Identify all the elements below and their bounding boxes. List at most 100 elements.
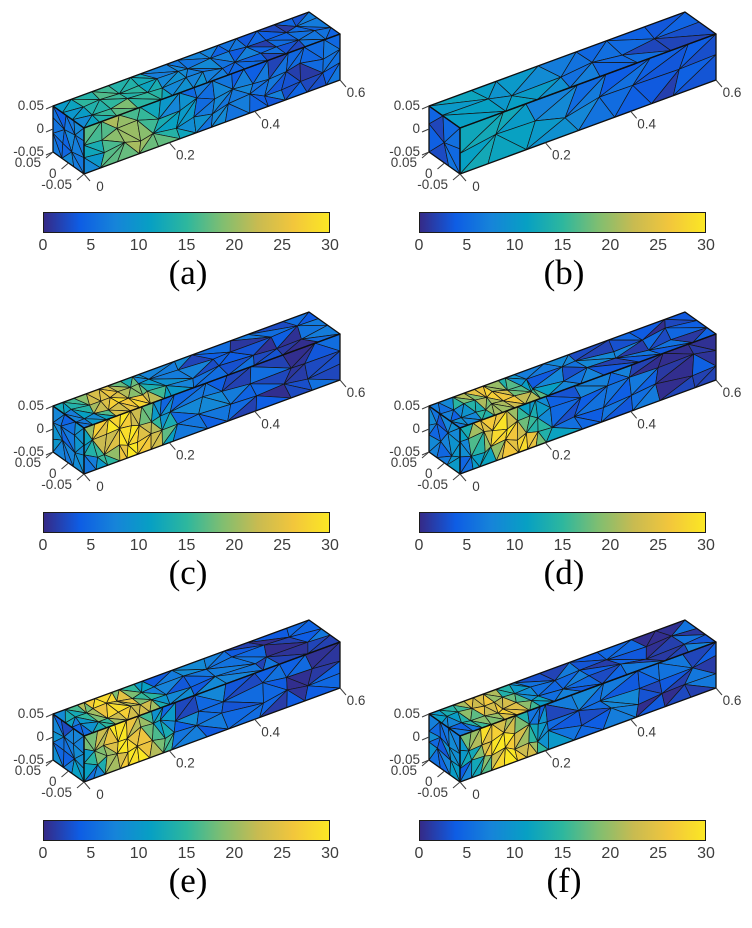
colorbar-tick-label: 20 (225, 537, 244, 554)
colorbar-tick-label: 25 (649, 237, 668, 254)
axis-tick-label: 0.05 (391, 455, 417, 470)
caption-b: (b) (543, 253, 585, 292)
colorbar-tick-label: 10 (505, 845, 524, 862)
axis-tick-label: 0.6 (723, 693, 742, 708)
axis-tick-label: 0.6 (723, 85, 742, 100)
axis-tick-label: -0.05 (41, 785, 72, 800)
axis-tick-label: -0.05 (41, 177, 72, 192)
subplot-cell-c: 0 0.2 0.4 0.6 0.05 0 -0.05 0.05 0 -0.05 0 5 10 15 20 2… (0, 300, 376, 608)
colorbar-tick-label: 0 (38, 537, 48, 554)
mesh-plot-c: 00.20.40.60.050-0.050.050-0.05 (13, 311, 366, 494)
axis-tick-label: -0.05 (389, 752, 420, 767)
mesh-face-end (428, 105, 461, 175)
caption-e: (e) (168, 861, 208, 900)
axis-ticks: 00.20.40.60.050-0.050.050-0.05 (389, 79, 742, 194)
colorbar-tick-label: 0 (414, 537, 424, 554)
caption-f: (f) (546, 861, 582, 900)
axis-tick-label: 0.4 (261, 116, 280, 131)
axis-ticks: 00.20.40.60.050-0.050.050-0.05 (13, 79, 366, 194)
caption-d: (d) (543, 553, 585, 592)
axis-tick-label: 0.6 (723, 385, 742, 400)
colorbar-tick-label: 20 (601, 845, 620, 862)
colorbar-tick-label: 0 (414, 845, 424, 862)
axis-ticks: 00.20.40.60.050-0.050.050-0.05 (13, 379, 366, 494)
axis-tick-label: 0 (96, 179, 104, 194)
colorbar-ticks-b: 0 5 10 15 20 25 30 (415, 237, 715, 257)
subplot-cell-e: 0 0.2 0.4 0.6 0.05 0 -0.05 0.05 0 -0.05 0 5 10 15 20 2… (0, 608, 376, 928)
colorbar-tick-label: 30 (697, 845, 715, 862)
colorbar-f (419, 820, 706, 841)
axis-tick-label: 0.4 (637, 116, 656, 131)
colorbar-tick-label: 20 (601, 237, 620, 254)
mesh-face-top (52, 11, 341, 129)
axis-tick-label: 0.4 (637, 416, 656, 431)
mesh-plot-e: 00.20.40.60.050-0.050.050-0.05 (13, 619, 365, 802)
axis-tick-label: -0.05 (417, 477, 448, 492)
mesh-face-end (52, 405, 85, 475)
axis-tick-label: 0.2 (552, 448, 571, 463)
colorbar-tick-label: 15 (553, 237, 572, 254)
axis-tick-label: 0 (472, 787, 480, 802)
colorbar-a (43, 212, 330, 233)
axis-tick-label: 0 (425, 774, 433, 789)
mesh-plot-d: 00.20.40.60.050-0.050.050-0.05 (389, 311, 742, 494)
axis-tick-label: 0.4 (261, 724, 280, 739)
colorbar-tick-label: 5 (462, 237, 472, 254)
axis-tick-label: 0.05 (18, 98, 44, 113)
colorbar-ticks-a: 0 5 10 15 20 25 30 (39, 237, 339, 257)
colorbar-c (43, 512, 330, 533)
axis-tick-label: 0.6 (347, 85, 366, 100)
axis-tick-label: 0 (472, 479, 480, 494)
axis-tick-label: -0.05 (389, 444, 420, 459)
mesh-face-front (83, 333, 341, 475)
mesh-face-top (428, 619, 717, 737)
axis-tick-label: 0.05 (18, 706, 44, 721)
axis-tick-label: 0.05 (391, 763, 417, 778)
mesh-face-end (428, 713, 461, 783)
axis-tick-label: 0 (49, 166, 57, 181)
axis-tick-label: 0.4 (637, 724, 656, 739)
caption-c: (c) (168, 553, 208, 592)
subplot-cell-f: 0 0.2 0.4 0.6 0.05 0 -0.05 0.05 0 -0.05 0 5 10 15 20 2… (376, 608, 752, 928)
colorbar-ticks-e: 0 5 10 15 20 25 30 (39, 845, 339, 865)
colorbar-d (419, 512, 706, 533)
mesh-face-top (428, 11, 717, 129)
colorbar-tick-label: 25 (273, 845, 292, 862)
colorbar-tick-label: 20 (225, 237, 244, 254)
mesh-face-front (459, 641, 717, 783)
axis-tick-label: 0.05 (18, 398, 44, 413)
axis-tick-label: 0.2 (176, 756, 195, 771)
axis-tick-label: 0 (36, 121, 44, 136)
axis-tick-label: 0.4 (261, 416, 280, 431)
subplot-cell-d: 0 0.2 0.4 0.6 0.05 0 -0.05 0.05 0 -0.05 0 5 10 15 20 2… (376, 300, 752, 608)
colorbar-tick-label: 0 (414, 237, 424, 254)
colorbar-b (419, 212, 706, 233)
axis-tick-label: 0.2 (176, 448, 195, 463)
axis-tick-label: 0.05 (394, 398, 420, 413)
axis-tick-label: 0.2 (552, 148, 571, 163)
colorbar-tick-label: 5 (462, 845, 472, 862)
axis-tick-label: 0.6 (347, 385, 366, 400)
colorbar-tick-label: 5 (86, 845, 96, 862)
axis-tick-label: -0.05 (13, 752, 44, 767)
axis-tick-label: -0.05 (389, 144, 420, 159)
mesh-plot-a: 00.20.40.60.050-0.050.050-0.05 (13, 11, 366, 194)
axis-tick-label: 0 (36, 421, 44, 436)
colorbar-tick-label: 15 (553, 845, 572, 862)
colorbar-tick-label: 10 (505, 537, 524, 554)
colorbar-ticks-f: 0 5 10 15 20 25 30 (415, 845, 715, 865)
subplot-cell-a: 0 0.2 0.4 0.6 0.05 0 -0.05 0.05 0 -0.05 0 5 10 15 20 2… (0, 0, 376, 300)
axis-tick-label: -0.05 (13, 444, 44, 459)
axis-tick-label: 0.2 (552, 756, 571, 771)
colorbar-tick-label: 20 (225, 845, 244, 862)
colorbar-tick-label: 25 (273, 537, 292, 554)
colorbar-e (43, 820, 330, 841)
mesh-face-front (83, 33, 341, 175)
caption-a: (a) (168, 253, 208, 292)
colorbar-tick-label: 30 (321, 537, 339, 554)
colorbar-tick-label: 15 (177, 845, 196, 862)
mesh-plot-b: 00.20.40.60.050-0.050.050-0.05 (389, 11, 742, 194)
axis-tick-label: -0.05 (417, 177, 448, 192)
axis-tick-label: 0 (49, 466, 57, 481)
